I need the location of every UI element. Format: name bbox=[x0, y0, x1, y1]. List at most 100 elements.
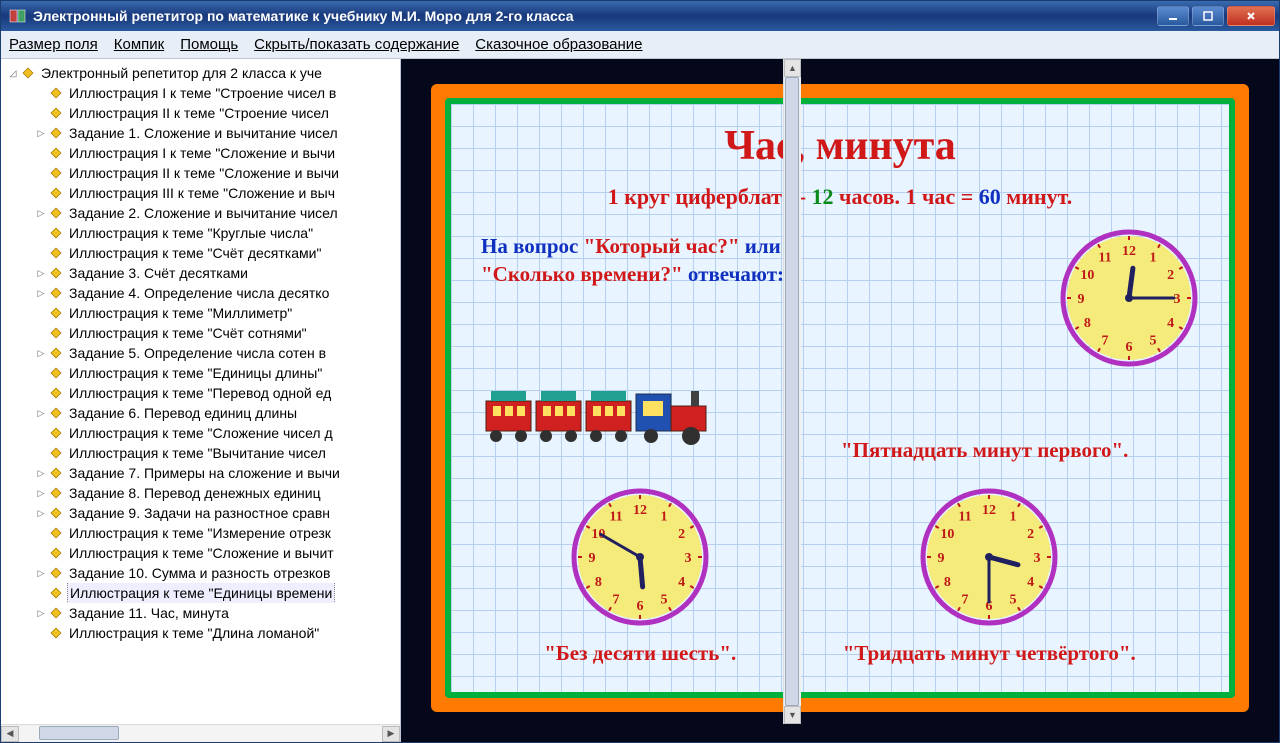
app-window: Электронный репетитор по математике к уч… bbox=[0, 0, 1280, 743]
menu-kompik[interactable]: Компик bbox=[114, 36, 164, 53]
tree-item[interactable]: ▷Задание 11. Час, минута bbox=[5, 603, 400, 623]
svg-text:3: 3 bbox=[1034, 551, 1041, 566]
tree-item[interactable]: Иллюстрация III к теме "Сложение и выч bbox=[5, 183, 400, 203]
close-button[interactable] bbox=[1227, 6, 1275, 26]
svg-text:2: 2 bbox=[678, 527, 685, 542]
clock-3: 123456789101112 bbox=[919, 487, 1059, 627]
svg-text:7: 7 bbox=[1102, 334, 1109, 349]
svg-text:9: 9 bbox=[1078, 292, 1085, 307]
scroll-up-button[interactable]: ▲ bbox=[784, 59, 801, 77]
svg-text:5: 5 bbox=[1150, 334, 1157, 349]
scroll-down-button[interactable]: ▼ bbox=[784, 706, 801, 724]
svg-text:6: 6 bbox=[637, 599, 644, 614]
tree-item[interactable]: ▷Задание 4. Определение числа десятко bbox=[5, 283, 400, 303]
svg-text:4: 4 bbox=[678, 575, 685, 590]
sidebar: ◿Электронный репетитор для 2 класса к уч… bbox=[1, 59, 401, 742]
tree-item[interactable]: Иллюстрация к теме "Миллиметр" bbox=[5, 303, 400, 323]
sidebar-hscroll[interactable]: ◀ ▶ bbox=[1, 724, 400, 742]
minimize-button[interactable] bbox=[1157, 6, 1189, 26]
svg-text:7: 7 bbox=[613, 593, 620, 608]
lesson-content: Час, минута 1 круг циферблата - 12 часов… bbox=[451, 104, 1229, 684]
svg-text:7: 7 bbox=[962, 593, 969, 608]
answer-1: "Пятнадцать минут первого". bbox=[841, 438, 1199, 463]
tree-item[interactable]: Иллюстрация к теме "Перевод одной ед bbox=[5, 383, 400, 403]
tree-item[interactable]: Иллюстрация к теме "Вычитание чисел bbox=[5, 443, 400, 463]
svg-text:11: 11 bbox=[959, 509, 972, 524]
svg-text:5: 5 bbox=[661, 593, 668, 608]
menu-fairy[interactable]: Сказочное образование bbox=[475, 36, 642, 53]
clock-1: 123456789101112 bbox=[1059, 228, 1199, 368]
tree-item[interactable]: ▷Задание 5. Определение числа сотен в bbox=[5, 343, 400, 363]
tree-item[interactable]: ▷Задание 1. Сложение и вычитание чисел bbox=[5, 123, 400, 143]
svg-text:12: 12 bbox=[633, 503, 647, 518]
svg-text:8: 8 bbox=[944, 575, 951, 590]
train-icon bbox=[481, 376, 721, 446]
svg-text:4: 4 bbox=[1167, 316, 1174, 331]
tree-item[interactable]: ▷Задание 9. Задачи на разностное сравн bbox=[5, 503, 400, 523]
tree-item[interactable]: Иллюстрация к теме "Счёт сотнями" bbox=[5, 323, 400, 343]
menubar: Размер поля Компик Помощь Скрыть/показат… bbox=[1, 31, 1279, 59]
scroll-left-button[interactable]: ◀ bbox=[1, 726, 19, 742]
svg-text:10: 10 bbox=[1080, 268, 1094, 283]
svg-text:11: 11 bbox=[1098, 250, 1111, 265]
answer-2: "Без десяти шесть". bbox=[544, 641, 736, 666]
window-title: Электронный репетитор по математике к уч… bbox=[33, 8, 1157, 24]
svg-text:12: 12 bbox=[982, 503, 996, 518]
svg-text:3: 3 bbox=[1174, 292, 1181, 307]
tree-item[interactable]: Иллюстрация II к теме "Сложение и вычи bbox=[5, 163, 400, 183]
vscroll-thumb[interactable] bbox=[785, 77, 799, 706]
tree-item[interactable]: ▷Задание 2. Сложение и вычитание чисел bbox=[5, 203, 400, 223]
svg-text:12: 12 bbox=[1122, 244, 1136, 259]
svg-text:10: 10 bbox=[941, 527, 955, 542]
menu-help[interactable]: Помощь bbox=[180, 36, 238, 53]
titlebar: Электронный репетитор по математике к уч… bbox=[1, 1, 1279, 31]
lesson-frame: Час, минута 1 круг циферблата - 12 часов… bbox=[431, 84, 1249, 712]
svg-text:2: 2 bbox=[1027, 527, 1034, 542]
tree-item[interactable]: Иллюстрация к теме "Измерение отрезк bbox=[5, 523, 400, 543]
tree-item[interactable]: Иллюстрация к теме "Сложение чисел д bbox=[5, 423, 400, 443]
svg-text:9: 9 bbox=[589, 551, 596, 566]
tree-item[interactable]: Иллюстрация к теме "Круглые числа" bbox=[5, 223, 400, 243]
tree-item[interactable]: Иллюстрация II к теме "Строение чисел bbox=[5, 103, 400, 123]
lesson-title: Час, минута bbox=[481, 122, 1199, 170]
tree-item[interactable]: Иллюстрация к теме "Длина ломаной" bbox=[5, 623, 400, 643]
svg-text:8: 8 bbox=[595, 575, 602, 590]
tree-item[interactable]: ▷Задание 7. Примеры на сложение и вычи bbox=[5, 463, 400, 483]
svg-text:8: 8 bbox=[1084, 316, 1091, 331]
tree-item[interactable]: ▷Задание 10. Сумма и разность отрезков bbox=[5, 563, 400, 583]
svg-text:2: 2 bbox=[1167, 268, 1174, 283]
content-area: ◿Электронный репетитор для 2 класса к уч… bbox=[1, 59, 1279, 742]
answer-3: "Тридцать минут четвёртого". bbox=[843, 641, 1136, 666]
tree-item[interactable]: ▷Задание 6. Перевод единиц длины bbox=[5, 403, 400, 423]
main-panel: Час, минута 1 круг циферблата - 12 часов… bbox=[401, 59, 1279, 742]
lesson-subtitle: 1 круг циферблата - 12 часов. 1 час = 60… bbox=[481, 184, 1199, 210]
svg-text:6: 6 bbox=[1126, 340, 1133, 355]
question-text: На вопрос "Который час?" или "Сколько вр… bbox=[481, 228, 1039, 289]
svg-text:1: 1 bbox=[1150, 250, 1157, 265]
tree-root[interactable]: ◿Электронный репетитор для 2 класса к уч… bbox=[5, 63, 400, 83]
tree-item[interactable]: ▷Задание 3. Счёт десятками bbox=[5, 263, 400, 283]
svg-text:1: 1 bbox=[661, 509, 668, 524]
clock-2: 123456789101112 bbox=[570, 487, 710, 627]
tree-item[interactable]: Иллюстрация к теме "Счёт десятками" bbox=[5, 243, 400, 263]
tree-item[interactable]: Иллюстрация к теме "Единицы времени bbox=[5, 583, 400, 603]
svg-text:3: 3 bbox=[685, 551, 692, 566]
tree-item[interactable]: Иллюстрация к теме "Единицы длины" bbox=[5, 363, 400, 383]
tree-item[interactable]: Иллюстрация к теме "Сложение и вычит bbox=[5, 543, 400, 563]
scroll-right-button[interactable]: ▶ bbox=[382, 726, 400, 742]
sidebar-vscroll[interactable]: ▲ ▼ bbox=[783, 59, 801, 724]
app-icon bbox=[9, 7, 27, 25]
svg-text:1: 1 bbox=[1010, 509, 1017, 524]
toc-tree[interactable]: ◿Электронный репетитор для 2 класса к уч… bbox=[1, 59, 400, 724]
svg-text:9: 9 bbox=[938, 551, 945, 566]
tree-item[interactable]: Иллюстрация I к теме "Сложение и вычи bbox=[5, 143, 400, 163]
svg-text:4: 4 bbox=[1027, 575, 1034, 590]
tree-item[interactable]: Иллюстрация I к теме "Строение чисел в bbox=[5, 83, 400, 103]
svg-text:11: 11 bbox=[610, 509, 623, 524]
menu-toggle-toc[interactable]: Скрыть/показать содержание bbox=[254, 36, 459, 53]
tree-item[interactable]: ▷Задание 8. Перевод денежных единиц bbox=[5, 483, 400, 503]
svg-text:5: 5 bbox=[1010, 593, 1017, 608]
hscroll-thumb[interactable] bbox=[39, 726, 119, 740]
menu-size[interactable]: Размер поля bbox=[9, 36, 98, 53]
maximize-button[interactable] bbox=[1192, 6, 1224, 26]
